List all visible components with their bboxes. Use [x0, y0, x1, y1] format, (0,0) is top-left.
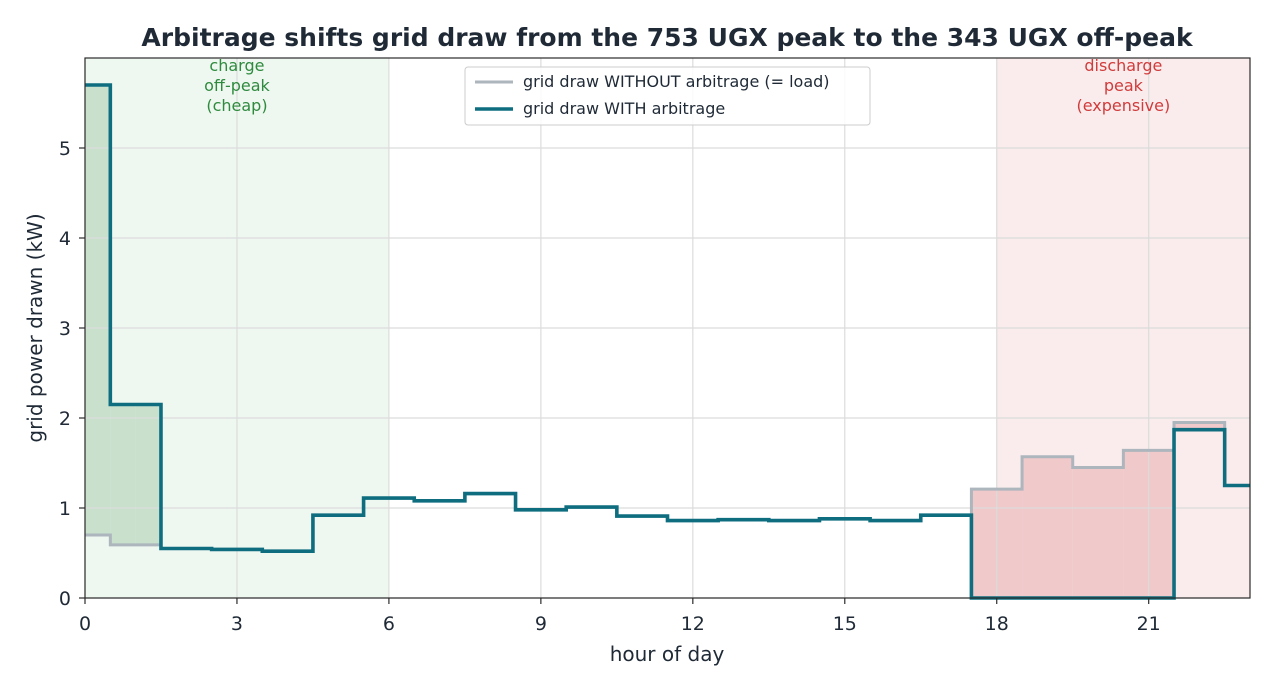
y-tick-label: 1: [59, 498, 71, 520]
y-tick-label: 2: [59, 408, 71, 430]
zone-label-1-line-1: peak: [1104, 76, 1144, 95]
zone-label-0-line-2: (cheap): [206, 96, 267, 115]
x-tick-label: 0: [79, 613, 91, 635]
x-tick-label: 15: [833, 613, 857, 635]
y-axis-label: grid power drawn (kW): [23, 213, 47, 442]
discharge-fill-23: [1174, 422, 1225, 430]
y-tick-label: 0: [59, 588, 71, 610]
x-tick-label: 12: [681, 613, 705, 635]
x-tick-label: 6: [383, 613, 395, 635]
zone-label-0-line-1: off-peak: [204, 76, 270, 95]
y-tick-label: 5: [59, 138, 71, 160]
x-tick-label: 3: [231, 613, 243, 635]
charge-fill-1: [110, 404, 136, 545]
charge-fill-0: [85, 85, 111, 535]
y-tick-label: 3: [59, 318, 71, 340]
x-tick-label: 21: [1137, 613, 1161, 635]
zone-label-1-line-2: (expensive): [1076, 96, 1170, 115]
x-tick-label: 9: [535, 613, 547, 635]
charge-fill-2: [135, 404, 161, 545]
x-axis-label: hour of day: [610, 642, 725, 666]
legend: grid draw WITHOUT arbitrage (= load) grid…: [464, 66, 871, 126]
discharge-fill-20: [1022, 456, 1073, 598]
zone-label-0-line-0: charge: [209, 56, 264, 75]
legend-label-0: grid draw WITHOUT arbitrage (= load): [523, 72, 830, 91]
discharge-fill-21: [1072, 467, 1124, 598]
zone-label-1-line-0: discharge: [1084, 56, 1162, 75]
chart-title: Arbitrage shifts grid draw from the 753 …: [141, 23, 1194, 52]
legend-box: [464, 66, 871, 126]
legend-label-1: grid draw WITH arbitrage: [523, 99, 725, 118]
x-tick-label: 18: [985, 613, 1009, 635]
y-tick-label: 4: [59, 228, 71, 250]
